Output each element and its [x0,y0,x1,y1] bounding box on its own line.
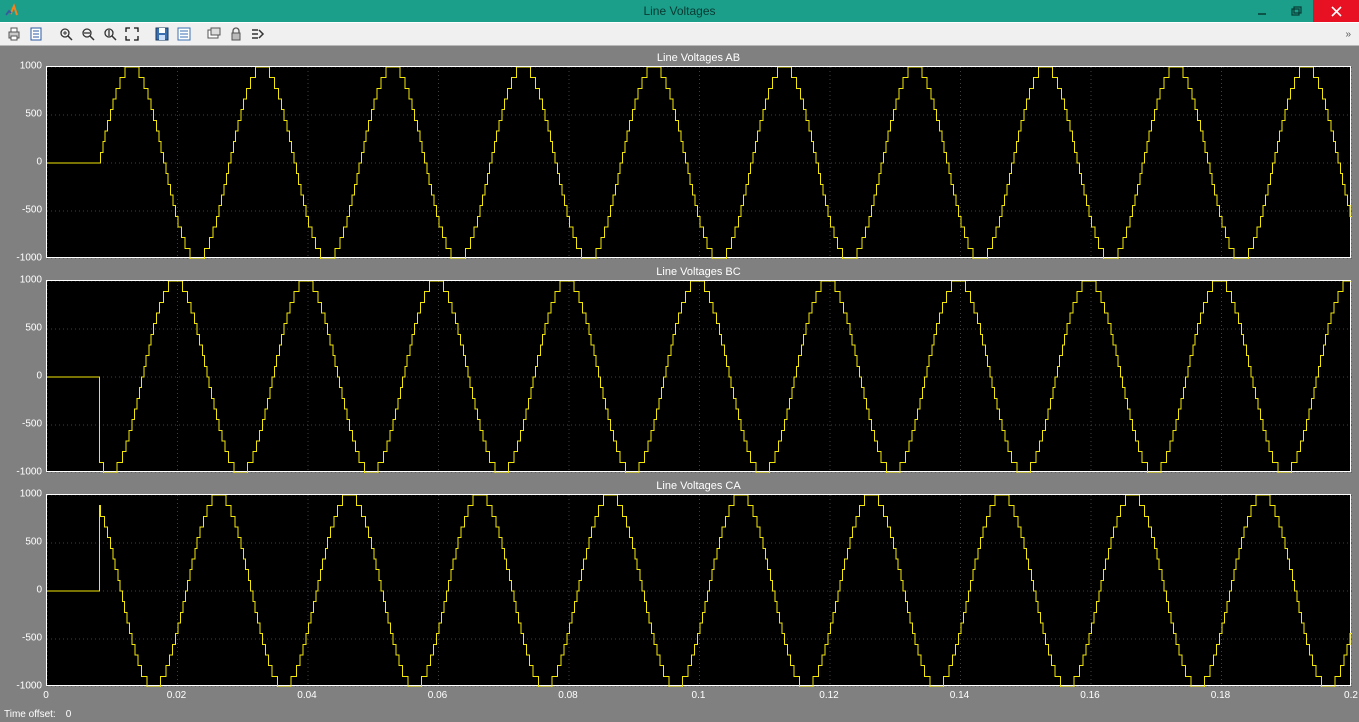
x-tick-label: 0.08 [558,690,577,701]
subplot-0: Line Voltages AB-1000-50005001000 [46,66,1351,258]
window-title: Line Voltages [0,4,1359,18]
axes[interactable] [46,494,1351,686]
close-button[interactable] [1313,0,1359,22]
zoomx-icon[interactable] [78,24,98,44]
status-bar: Time offset: 0 [0,706,1359,722]
y-tick-label: -1000 [16,253,42,264]
y-tick-label: -500 [22,205,42,216]
axes[interactable] [46,280,1351,472]
x-tick-label: 0.14 [950,690,969,701]
y-tick-label: -1000 [16,681,42,692]
restorecfg-icon[interactable] [174,24,194,44]
subplot-title: Line Voltages CA [46,480,1351,492]
zoomy-icon[interactable] [100,24,120,44]
floating-icon[interactable] [204,24,224,44]
subplot-2: Line Voltages CA-1000-5000500100000.020.… [46,494,1351,686]
axes[interactable] [46,66,1351,258]
x-tick-label: 0.02 [167,690,186,701]
savecfg-icon[interactable] [152,24,172,44]
lock-icon[interactable] [226,24,246,44]
y-tick-label: 1000 [20,275,42,286]
maximize-button[interactable] [1279,0,1313,22]
zoomin-icon[interactable] [56,24,76,44]
y-tick-label: 1000 [20,61,42,72]
x-tick-label: 0.12 [819,690,838,701]
autoscale-icon[interactable] [122,24,142,44]
subplot-title: Line Voltages BC [46,266,1351,278]
subplot-1: Line Voltages BC-1000-50005001000 [46,280,1351,472]
y-tick-label: 0 [36,157,42,168]
minimize-button[interactable] [1245,0,1279,22]
y-tick-label: -500 [22,419,42,430]
x-tick-label: 0.06 [428,690,447,701]
scope-toolbar: » [0,22,1359,46]
params-icon[interactable] [26,24,46,44]
x-tick-label: 0.2 [1344,690,1358,701]
print-icon[interactable] [4,24,24,44]
matlab-icon [2,2,22,20]
x-tick-label: 0.18 [1211,690,1230,701]
toolbar-overflow-icon[interactable]: » [1345,29,1355,40]
title-bar: Line Voltages [0,0,1359,22]
y-tick-label: 500 [25,537,42,548]
signal-icon[interactable] [248,24,268,44]
scope-area: Line Voltages AB-1000-50005001000Line Vo… [0,46,1359,706]
time-offset-label: Time offset: [4,709,56,720]
y-tick-label: 500 [25,323,42,334]
x-tick-label: 0 [43,690,49,701]
x-tick-label: 0.1 [692,690,706,701]
window-buttons [1245,0,1359,22]
x-tick-label: 0.16 [1080,690,1099,701]
y-tick-label: 0 [36,371,42,382]
y-tick-label: -1000 [16,467,42,478]
y-tick-label: 500 [25,109,42,120]
x-tick-label: 0.04 [297,690,316,701]
subplot-title: Line Voltages AB [46,52,1351,64]
y-tick-label: -500 [22,633,42,644]
time-offset-value: 0 [66,709,72,720]
y-tick-label: 0 [36,585,42,596]
y-tick-label: 1000 [20,489,42,500]
